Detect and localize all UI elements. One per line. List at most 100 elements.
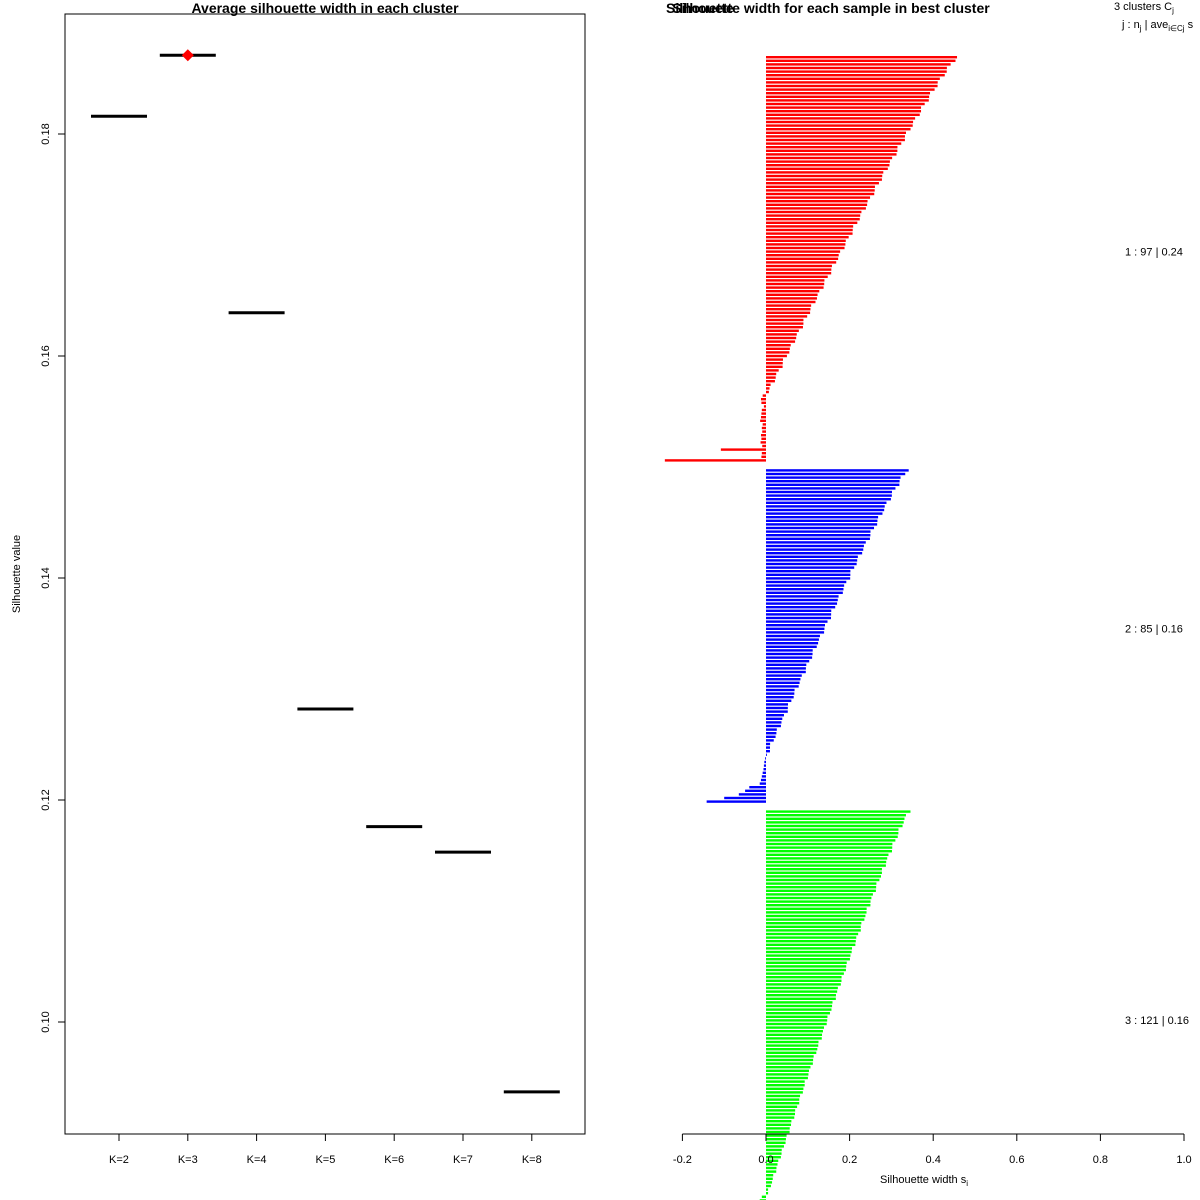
silhouette-bar: [766, 300, 816, 304]
silhouette-bar: [766, 965, 847, 968]
silhouette-bar: [766, 131, 906, 134]
silhouette-bar: [766, 817, 905, 820]
silhouette-bar: [766, 994, 836, 997]
silhouette-bar: [766, 922, 862, 925]
silhouette-bar: [766, 678, 801, 681]
silhouette-bar: [766, 182, 879, 185]
silhouette-bar: [766, 932, 859, 936]
silhouette-bar: [766, 1120, 792, 1123]
silhouette-bar: [766, 875, 882, 878]
silhouette-bar: [766, 997, 836, 1000]
silhouette-bar: [720, 448, 766, 451]
left-y-tick-label: 0.12: [40, 789, 52, 810]
silhouette-bar: [766, 1015, 828, 1018]
silhouette-bar: [766, 333, 797, 336]
silhouette-bar: [766, 358, 783, 361]
silhouette-bar: [766, 1152, 782, 1155]
silhouette-bar: [766, 56, 958, 59]
silhouette-bar: [760, 441, 766, 444]
silhouette-bar: [766, 613, 832, 616]
silhouette-bar: [766, 81, 938, 84]
right-x-axis-label: Silhouette width si: [880, 1174, 968, 1188]
silhouette-bar: [760, 398, 766, 401]
silhouette-bar: [766, 88, 935, 91]
silhouette-bar: [766, 344, 791, 347]
silhouette-bar: [766, 490, 892, 494]
silhouette-bar: [766, 322, 804, 325]
silhouette-bar: [761, 426, 766, 430]
silhouette-bar: [766, 835, 898, 838]
silhouette-bar: [766, 1166, 777, 1170]
silhouette-bar: [766, 886, 877, 889]
silhouette-bar: [766, 943, 856, 946]
silhouette-bar: [766, 59, 956, 62]
silhouette-bar: [761, 412, 766, 415]
silhouette-bar: [766, 598, 838, 602]
silhouette-bar: [766, 1062, 813, 1065]
silhouette-bar: [766, 681, 800, 684]
silhouette-bar: [766, 642, 819, 645]
silhouette-bar: [766, 660, 810, 663]
silhouette-bar: [766, 907, 867, 910]
silhouette-bar: [762, 394, 766, 397]
left-y-tick-label: 0.14: [40, 567, 52, 588]
silhouette-bar: [766, 580, 847, 584]
silhouette-bar: [766, 990, 838, 993]
silhouette-bar: [766, 638, 819, 641]
avg-silhouette-panel: Average silhouette width in each cluster…: [11, 0, 586, 1166]
silhouette-bar: [766, 221, 858, 224]
silhouette-bar: [766, 376, 776, 379]
silhouette-bar: [766, 925, 861, 928]
left-y-tick-label: 0.18: [40, 123, 52, 144]
silhouette-bar: [664, 459, 766, 462]
silhouette-bar: [766, 631, 825, 634]
silhouette-bar: [766, 329, 799, 332]
silhouette-bar: [766, 1177, 773, 1180]
silhouette-bar: [766, 153, 897, 156]
silhouette-bar: [766, 972, 844, 975]
silhouette-bar: [766, 138, 905, 142]
silhouette-bar: [766, 279, 825, 282]
silhouette-bar: [766, 968, 846, 972]
left-y-axis: 0.10 0.12 0.14 0.16 0.18: [40, 123, 65, 1033]
silhouette-bar: [766, 243, 846, 246]
left-y-tick-label: 0.10: [40, 1011, 52, 1032]
silhouette-bar: [766, 828, 899, 831]
silhouette-bar: [766, 602, 838, 605]
silhouette-bar: [766, 584, 845, 587]
silhouette-bar: [766, 351, 790, 354]
silhouette-bar: [766, 380, 775, 383]
silhouette-bar: [766, 1094, 801, 1098]
silhouette-bar: [766, 627, 825, 630]
silhouette-bar: [766, 714, 784, 717]
silhouette-bar: [766, 228, 853, 232]
silhouette-bar: [766, 106, 922, 109]
right-x-tick-label: 0.2: [842, 1154, 857, 1166]
silhouette-bar: [766, 146, 898, 149]
silhouette-bar: [766, 128, 911, 131]
left-y-axis-label: Silhouette value: [11, 535, 23, 613]
silhouette-bar: [766, 347, 790, 350]
silhouette-bar: [766, 1156, 781, 1159]
silhouette-bar: [766, 1087, 804, 1090]
silhouette-bar: [766, 512, 883, 515]
silhouette-bar: [766, 1174, 774, 1177]
right-x-tick-label: 0.0: [758, 1154, 773, 1166]
right-x-tick-label: 0.8: [1093, 1154, 1108, 1166]
silhouette-bar: [766, 264, 832, 268]
silhouette-bar: [766, 160, 890, 163]
silhouette-bar: [766, 120, 914, 124]
silhouette-bar: [766, 674, 802, 677]
silhouette-bar: [766, 1170, 777, 1173]
silhouette-bar: [766, 940, 856, 943]
silhouette-bar: [766, 896, 872, 900]
silhouette-bar: [766, 110, 922, 113]
silhouette-bar: [766, 1102, 800, 1105]
silhouette-bar: [763, 405, 766, 408]
silhouette-bar: [763, 768, 766, 771]
silhouette-bar: [766, 501, 887, 504]
right-x-tick-label: 0.4: [926, 1154, 941, 1166]
silhouette-bar: [766, 842, 893, 846]
silhouette-bar: [766, 214, 861, 217]
